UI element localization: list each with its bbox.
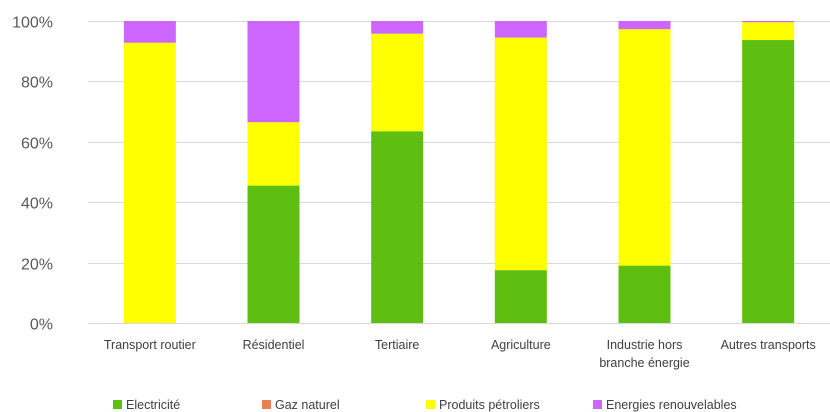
legend-swatch-3: [426, 400, 435, 409]
bar-segment-1: [618, 265, 671, 323]
y-tick-label: 60%: [21, 136, 53, 153]
gridlines: [88, 21, 830, 264]
bars: [123, 21, 795, 324]
bar-segment-1: [247, 185, 300, 323]
bar-segment-4: [742, 21, 795, 23]
y-tick-label: 80%: [21, 75, 53, 92]
x-tick-label: Autres transports: [721, 338, 816, 352]
legend: Electricité Gaz naturel Produits pétrolier…: [113, 398, 737, 412]
legend-label-2: Gaz naturel: [275, 398, 340, 412]
y-tick-label: 100%: [12, 15, 53, 32]
x-tick-label: Tertiaire: [375, 338, 420, 352]
bar-segment-3: [123, 42, 176, 324]
legend-swatch-4: [593, 400, 602, 409]
legend-swatch-1: [113, 400, 122, 409]
y-tick-label: 0%: [30, 317, 53, 334]
bar-segment-4: [371, 21, 424, 34]
bar-segment-3: [742, 22, 795, 41]
y-tick-label: 20%: [21, 257, 53, 274]
bar-segment-4: [494, 21, 547, 38]
x-tick-label: Industrie hors branche énergie: [599, 338, 689, 370]
legend-label-4: Energies renouvelables: [606, 398, 737, 412]
bar-segment-4: [618, 21, 671, 30]
x-tick-label: Agriculture: [491, 338, 551, 352]
bar-segment-1: [742, 40, 795, 323]
bar-segment-4: [247, 21, 300, 123]
x-tick-label: Résidentiel: [243, 338, 305, 352]
bar-segment-4: [123, 21, 176, 43]
bar-segment-3: [494, 37, 547, 271]
bar-segment-3: [371, 33, 424, 132]
bar-segment-3: [247, 122, 300, 186]
y-tick-label: 40%: [21, 196, 53, 213]
legend-label-3: Produits pétroliers: [439, 398, 540, 412]
legend-label-1: Electricité: [126, 398, 180, 412]
bar-segment-3: [618, 29, 671, 266]
bar-segment-1: [371, 131, 424, 323]
bar-segment-1: [494, 270, 547, 323]
x-tick-label: Transport routier: [104, 338, 196, 352]
axes: 0% 20% 40% 60% 80% 100% Transport routier Résid…: [12, 15, 830, 370]
legend-swatch-2: [262, 400, 271, 409]
